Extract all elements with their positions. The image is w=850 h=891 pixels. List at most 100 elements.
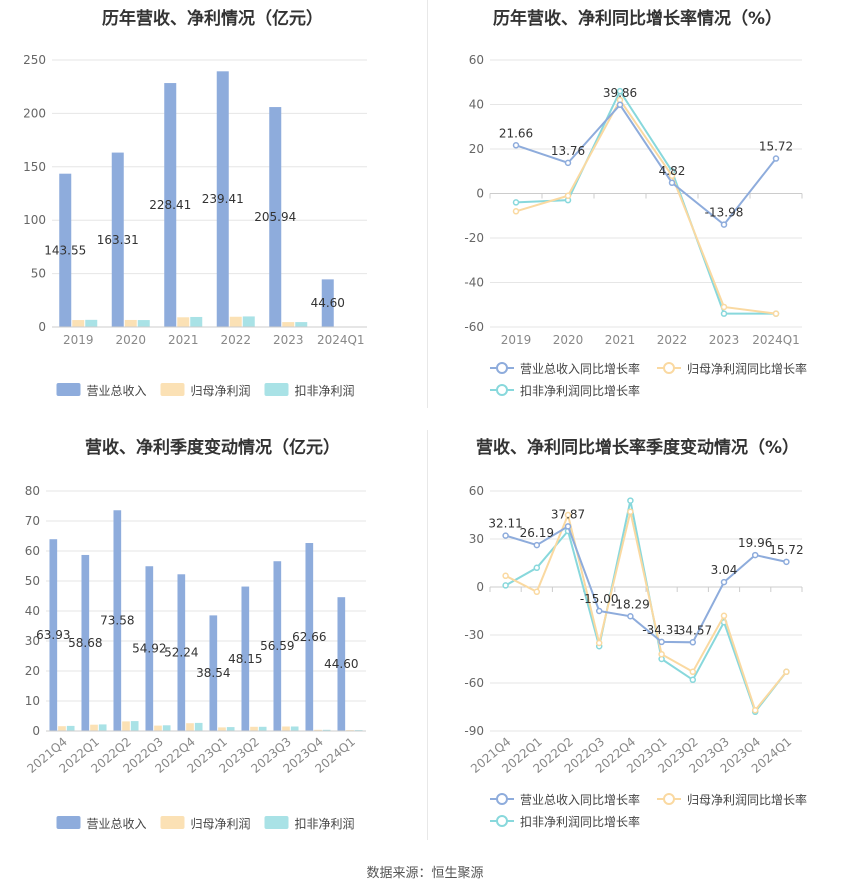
annual-revenue-profit-chart: 历年营收、净利情况（亿元） 0 50 100 150 200 250 143.55 163.3… [0, 0, 425, 410]
legend-item: 扣非净利润同比增长率 [490, 383, 640, 398]
data-point [533, 564, 541, 572]
legend-label: 归母净利润同比增长率 [687, 792, 807, 807]
net-profit-bar [282, 726, 290, 731]
legend-label: 归母净利润同比增长率 [687, 361, 807, 376]
revenue-bar [273, 561, 282, 731]
y-tick-label: 50 [25, 574, 40, 588]
legend-swatch [264, 816, 289, 829]
y-tick-label: 0 [32, 724, 40, 738]
vertical-divider [427, 430, 428, 840]
x-tick-label: 2023 [709, 333, 740, 347]
net-profit-bar [72, 320, 85, 327]
y-tick-label: 0 [38, 320, 46, 334]
y-tick-label: -90 [464, 724, 484, 738]
revenue-bar [145, 566, 154, 731]
net-profit-bar [229, 316, 242, 327]
legend-item: 归母净利润同比增长率 [657, 361, 807, 376]
deducted-profit-bar [130, 721, 139, 731]
chart-title: 历年营收、净利情况（亿元） [102, 9, 323, 29]
data-point [564, 511, 572, 519]
net-profit-growth-line [515, 98, 777, 315]
net-profit-bar [90, 724, 98, 731]
revenue-data-label: 48.15 [228, 652, 262, 666]
annual-growth-rate-chart: 历年营收、净利同比增长率情况（%） -60 -40 -20 0 20 40 60 21.66 1… [425, 0, 850, 410]
revenue-data-label: 228.41 [149, 198, 191, 212]
x-tick-label: 2020 [115, 333, 146, 347]
revenue-growth-data-label: 37.87 [551, 507, 585, 521]
legend-item: 归母净利润 [160, 383, 251, 398]
y-tick-label: -30 [464, 628, 484, 642]
deducted-profit-bar [162, 725, 171, 731]
data-point [689, 676, 697, 684]
data-point [751, 551, 759, 559]
legend-item: 营业总收入同比增长率 [490, 361, 640, 376]
legend-item: 扣非净利润 [264, 816, 355, 831]
revenue-data-label: 44.60 [324, 657, 358, 671]
y-tick-label: 80 [25, 484, 40, 498]
chart-title: 营收、净利季度变动情况（亿元） [85, 438, 340, 458]
legend-item: 归母净利润 [160, 816, 251, 831]
y-tick-label: 200 [23, 106, 46, 120]
legend-marker [496, 362, 508, 374]
y-tick-label: 100 [23, 213, 46, 227]
revenue-bar [81, 554, 90, 731]
data-point [720, 303, 728, 311]
y-tick-label: -60 [464, 676, 484, 690]
data-point [689, 668, 697, 676]
legend-item: 营业总收入同比增长率 [490, 792, 640, 807]
data-source-note: 数据来源：恒生聚源 [366, 866, 484, 881]
revenue-growth-data-label: 32.11 [488, 517, 522, 531]
revenue-growth-data-label: 15.72 [769, 543, 803, 557]
y-tick-label: 20 [469, 142, 484, 156]
y-tick-label: 60 [469, 53, 484, 67]
deducted-profit-growth-line [515, 89, 776, 315]
legend-item: 营业总收入 [56, 383, 147, 398]
data-point [772, 310, 780, 317]
quarterly-revenue-profit-chart: 营收、净利季度变动情况（亿元） 0 10 20 30 40 50 60 70 80 63.93 58… [0, 425, 425, 845]
revenue-bar [209, 615, 218, 731]
revenue-bar [241, 586, 250, 731]
data-point [668, 172, 676, 179]
deducted-profit-bar [295, 322, 308, 327]
legend-marker [496, 793, 508, 805]
legend-label: 归母净利润 [191, 817, 251, 831]
y-tick-label: 60 [469, 484, 484, 498]
deducted-profit-bar [290, 726, 299, 731]
revenue-growth-data-label: 13.76 [551, 144, 585, 158]
legend-swatch [160, 383, 185, 396]
legend-item: 营业总收入 [56, 816, 147, 831]
data-point [533, 541, 541, 549]
data-point [564, 159, 572, 167]
chart-title: 历年营收、净利同比增长率情况（%） [492, 9, 783, 29]
revenue-data-label: 56.59 [260, 639, 294, 653]
revenue-bar [111, 152, 124, 327]
data-point [512, 142, 520, 149]
y-tick-label: 60 [25, 544, 40, 558]
revenue-growth-data-label: 3.04 [711, 563, 738, 577]
revenue-data-label: 52.24 [164, 646, 198, 660]
data-point [627, 508, 634, 516]
data-point [751, 706, 759, 714]
revenue-growth-data-label: 4.82 [659, 164, 686, 178]
data-point [668, 179, 676, 187]
vertical-divider [427, 0, 428, 408]
y-tick-label: 0 [476, 580, 484, 594]
revenue-growth-data-label: 19.96 [738, 536, 772, 550]
data-point [627, 613, 634, 620]
chart-title: 营收、净利同比增长率季度变动情况（%） [475, 438, 800, 458]
y-tick-label: -60 [464, 320, 484, 334]
legend-label: 营业总收入 [87, 817, 147, 831]
legend-label: 营业总收入同比增长率 [520, 792, 640, 807]
revenue-bar [177, 574, 186, 731]
data-point [502, 572, 509, 580]
net-profit-bar [218, 727, 226, 731]
revenue-data-label: 143.55 [44, 243, 86, 257]
legend-marker [663, 362, 675, 374]
legend-label: 扣非净利润 [295, 817, 355, 831]
revenue-data-label: 58.68 [68, 636, 102, 650]
y-tick-label: 40 [25, 604, 40, 618]
y-tick-label: 70 [25, 514, 40, 528]
x-tick-label: 2022 [220, 333, 251, 347]
net-profit-bar [250, 726, 258, 731]
